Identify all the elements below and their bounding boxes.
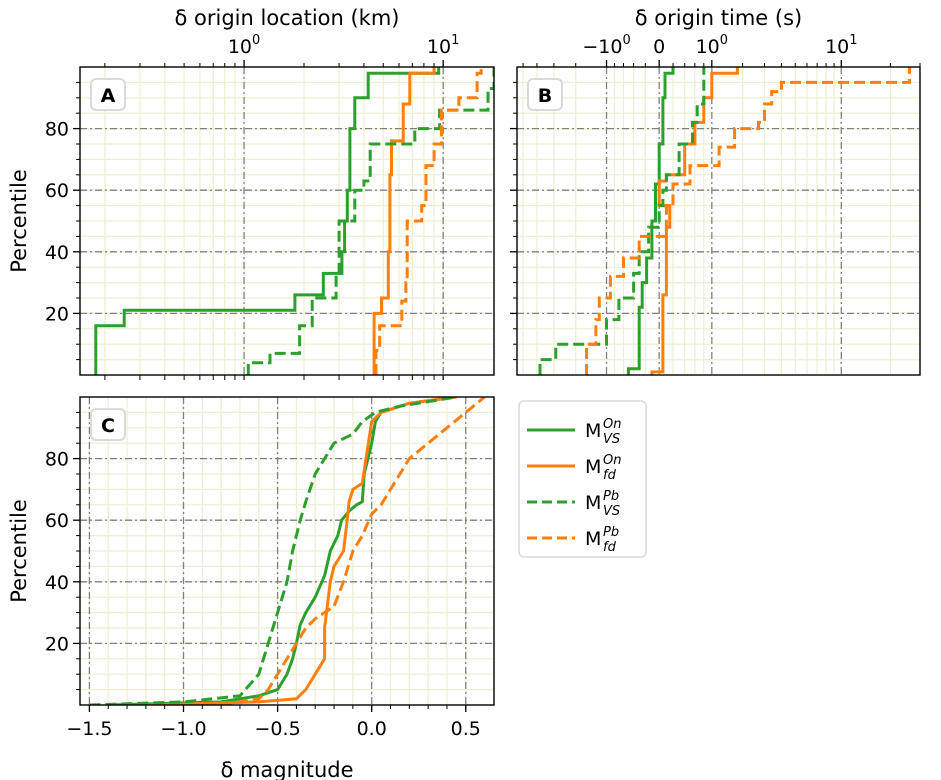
- x-axis-title: δ magnitude: [220, 758, 353, 780]
- legend-superscript: On: [603, 453, 621, 468]
- legend-subscript: VS: [603, 432, 620, 447]
- series-line-on_vs: [94, 67, 441, 375]
- y-tick-label: 40: [45, 242, 69, 264]
- series-group: [94, 67, 494, 375]
- series-line-on_fd: [372, 67, 436, 375]
- x-tick-label: 0.0: [357, 718, 387, 740]
- series-line-on_fd: [145, 397, 457, 705]
- legend-subscript: fd: [603, 468, 617, 483]
- panel-tag: C: [101, 415, 115, 437]
- x-tick-label: 101: [825, 33, 857, 58]
- panel-tag-box: [527, 78, 563, 111]
- series-line-on_vs: [108, 397, 457, 705]
- series-group: [89, 397, 486, 705]
- legend-label: M: [585, 492, 601, 514]
- y-tick-label: 80: [45, 449, 69, 471]
- x-tick-label: 100: [228, 33, 260, 58]
- y-tick-label: 60: [45, 180, 69, 202]
- series-line-pb_fd: [585, 67, 911, 375]
- x-tick-label: −100: [582, 33, 630, 58]
- panel-tag: B: [538, 85, 552, 107]
- panel-c: −1.5 −1.0 −0.5 0.0 0.5 20 40 60 80 δ magnitude Per…: [7, 396, 495, 780]
- series-line-pb_vs: [246, 67, 494, 375]
- y-tick-label: 20: [45, 633, 69, 655]
- y-tick-label: 60: [45, 510, 69, 532]
- x-tick-label: −1.0: [160, 718, 206, 740]
- legend-subscript: VS: [603, 504, 620, 519]
- x-tick-label: 0: [653, 36, 665, 58]
- legend-label: M: [585, 420, 601, 442]
- legend-superscript: On: [603, 417, 621, 432]
- legend-label: M: [585, 456, 601, 478]
- series-line-pb_fd: [374, 67, 483, 375]
- panel-a: 100 101 20 40 60 80 δ origin location (km) Perc…: [7, 6, 495, 380]
- panel-tag: A: [101, 85, 116, 107]
- x-tick-label: −0.5: [255, 718, 301, 740]
- legend-superscript: Pb: [603, 525, 619, 540]
- panel-b: −100 0 100 101 δ origin time (s) B: [510, 6, 921, 376]
- legend-box: [518, 400, 647, 558]
- legend-subscript: fd: [603, 540, 617, 555]
- x-tick-label: 0.5: [451, 718, 481, 740]
- series-line-pb_vs: [538, 67, 706, 375]
- legend-superscript: Pb: [603, 489, 619, 504]
- panel-tag-box: [90, 408, 126, 441]
- grid: [80, 67, 494, 375]
- series-line-pb_fd: [220, 397, 486, 705]
- y-tick-label: 80: [45, 119, 69, 141]
- series-line-on_vs: [626, 67, 675, 375]
- x-axis-title: δ origin location (km): [175, 6, 400, 30]
- x-axis-title: δ origin time (s): [635, 6, 802, 30]
- grid: [80, 397, 494, 705]
- panel-tag-box: [90, 78, 126, 111]
- legend-label: M: [585, 528, 601, 550]
- y-tick-label: 40: [45, 572, 69, 594]
- y-axis-title: Percentile: [7, 169, 31, 273]
- y-tick-label: 20: [45, 303, 69, 325]
- x-tick-label: −1.5: [66, 718, 112, 740]
- grid: [517, 67, 921, 375]
- y-axis-title: Percentile: [7, 499, 31, 603]
- series-group: [538, 67, 911, 375]
- x-tick-label: 100: [696, 33, 728, 58]
- x-tick-label: 101: [427, 33, 459, 58]
